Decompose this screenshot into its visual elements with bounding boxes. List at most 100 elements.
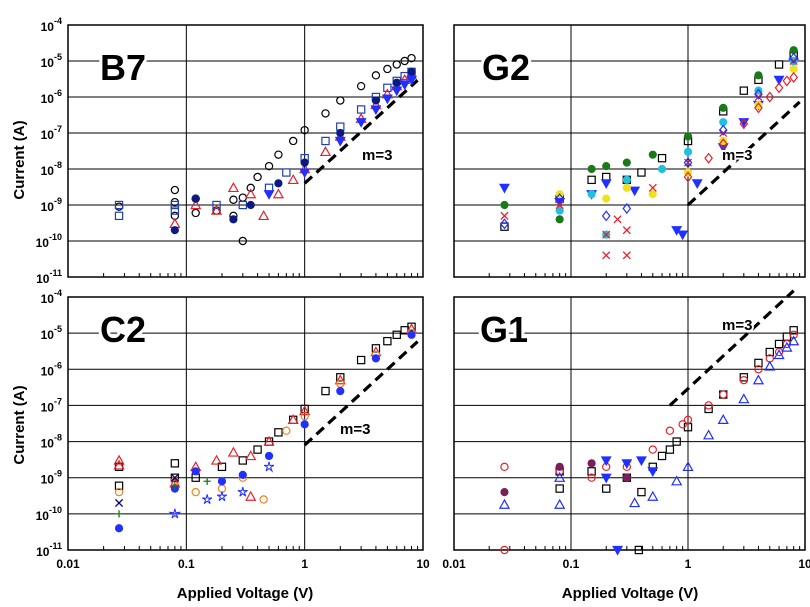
y-tick-base: 10 xyxy=(41,400,55,414)
data-point xyxy=(370,105,382,116)
data-point xyxy=(391,86,403,97)
y-tick-base: 10 xyxy=(41,473,55,487)
data-point xyxy=(500,462,509,472)
data-point xyxy=(622,473,631,482)
data-point xyxy=(407,322,416,331)
y-tick-exponent: -5 xyxy=(54,324,62,334)
data-point xyxy=(500,211,509,220)
y-tick-base: 10 xyxy=(36,272,50,286)
data-point xyxy=(300,158,309,167)
data-point xyxy=(665,445,675,454)
slope-annotation: m=3 xyxy=(362,147,392,164)
y-tick-exponent: -7 xyxy=(54,396,62,406)
y-tick-exponent: -11 xyxy=(49,541,62,551)
data-point xyxy=(683,132,693,141)
data-point xyxy=(371,344,381,353)
data-point xyxy=(191,467,200,476)
data-point xyxy=(587,164,596,174)
data-point xyxy=(170,459,180,468)
y-tick-label: 10-11 xyxy=(36,268,62,286)
data-point xyxy=(400,56,409,66)
y-tick-label: 10-11 xyxy=(36,541,62,559)
data-point xyxy=(554,471,566,482)
x-tick-label: 0.1 xyxy=(178,557,195,571)
data-point xyxy=(274,150,283,159)
data-point xyxy=(602,251,611,260)
data-point xyxy=(765,91,775,103)
data-point xyxy=(754,71,763,80)
data-point xyxy=(245,450,257,461)
data-point xyxy=(258,210,270,221)
x-axis-label: Applied Voltage (V) xyxy=(562,585,698,602)
data-point xyxy=(683,147,693,156)
data-point xyxy=(237,486,248,497)
data-point xyxy=(383,336,392,346)
data-point xyxy=(114,524,124,533)
y-tick-exponent: -8 xyxy=(54,160,62,170)
data-point xyxy=(789,52,799,64)
y-tick-base: 10 xyxy=(41,56,55,70)
data-point xyxy=(355,118,367,128)
data-point xyxy=(300,125,309,135)
data-point xyxy=(287,413,299,425)
data-point xyxy=(203,477,211,485)
data-point xyxy=(622,175,631,184)
data-point xyxy=(356,355,366,365)
data-point xyxy=(229,215,238,224)
data-point xyxy=(774,339,784,349)
data-point xyxy=(383,64,392,74)
x-tick-label: 0.1 xyxy=(563,557,580,571)
data-point xyxy=(717,413,729,425)
data-point xyxy=(500,200,509,210)
data-point xyxy=(238,470,247,479)
y-tick-exponent: -5 xyxy=(54,52,62,62)
data-point xyxy=(274,179,283,188)
y-tick-base: 10 xyxy=(36,545,50,559)
y-tick-label: 10-5 xyxy=(41,52,62,70)
data-point xyxy=(671,475,683,486)
y-tick-exponent: -4 xyxy=(54,288,62,298)
data-point xyxy=(238,200,247,210)
data-point xyxy=(259,495,268,504)
slope-annotation: m=3 xyxy=(722,147,752,164)
data-point xyxy=(168,508,182,519)
data-point xyxy=(245,490,257,501)
data-point xyxy=(210,454,223,465)
x-tick-label: 0.01 xyxy=(56,557,80,571)
data-point xyxy=(682,461,694,472)
data-point xyxy=(114,211,124,221)
data-point xyxy=(498,498,511,509)
data-point xyxy=(782,339,792,349)
data-point xyxy=(170,200,180,210)
y-tick-exponent: -9 xyxy=(54,469,62,479)
data-point xyxy=(171,482,179,490)
data-point xyxy=(648,190,657,199)
data-point xyxy=(555,462,564,471)
data-point xyxy=(227,446,240,457)
data-point xyxy=(253,445,262,454)
slope-line xyxy=(668,289,795,407)
data-point xyxy=(657,153,667,163)
data-markers xyxy=(114,53,418,246)
data-point xyxy=(739,86,749,95)
y-tick-base: 10 xyxy=(41,128,55,142)
data-point xyxy=(371,96,381,105)
y-tick-label: 10-9 xyxy=(41,469,62,487)
data-point xyxy=(647,490,659,501)
data-point xyxy=(622,202,632,215)
data-point xyxy=(371,354,381,363)
data-point xyxy=(781,341,793,352)
y-tick-label: 10-7 xyxy=(41,124,62,142)
data-point xyxy=(613,215,622,224)
data-point xyxy=(765,347,774,357)
data-point xyxy=(500,218,509,230)
data-point xyxy=(170,473,180,482)
data-point xyxy=(336,373,345,382)
data-point xyxy=(789,71,799,83)
data-point xyxy=(602,162,611,171)
y-tick-exponent: -4 xyxy=(54,16,62,26)
data-point xyxy=(399,80,411,91)
data-point xyxy=(264,451,274,461)
